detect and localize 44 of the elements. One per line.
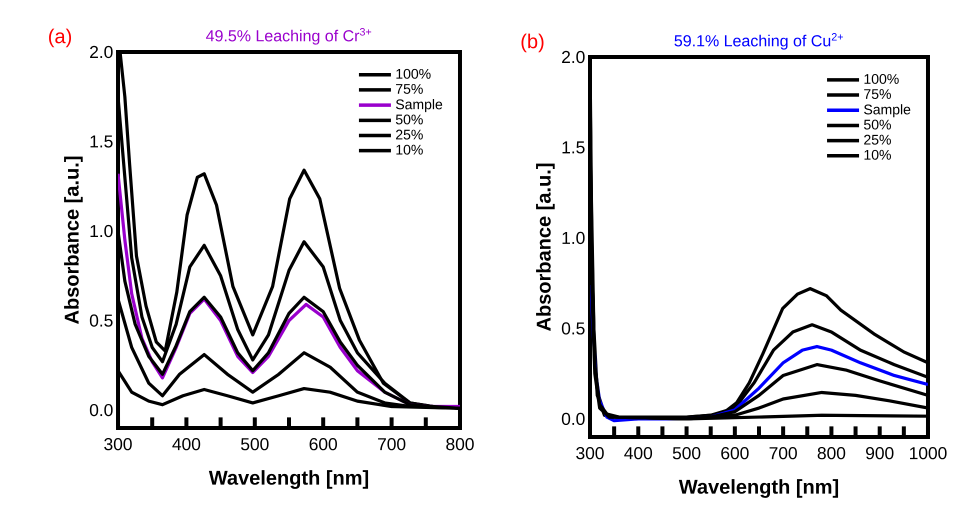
x-tick-label: 900 (866, 447, 894, 460)
y-tick-label: 1.5 (90, 135, 113, 148)
x-tick-label: 800 (446, 438, 474, 450)
legend-label: 25% (864, 134, 891, 145)
x-tick-label: 400 (624, 447, 652, 460)
legend-label: 100% (864, 74, 899, 84)
x-tick-label: 700 (770, 447, 797, 460)
x-tick-label: 600 (310, 438, 337, 450)
x-tick-label: 700 (378, 438, 406, 450)
legend-label: 10% (864, 150, 891, 160)
x-tick-label: 1000 (910, 447, 947, 460)
legend-label: 100% (396, 68, 431, 79)
y-tick-label: 0.5 (90, 314, 113, 327)
text: (a) (49, 28, 72, 48)
y-axis-title: Absorbance [a.u.] (536, 164, 555, 331)
y-tick-label: 0.0 (90, 404, 113, 416)
y-axis-title: Absorbance [a.u.] (64, 156, 83, 324)
chart-title: 49.5% Leaching of Cr$^{3+}$ (206, 28, 372, 45)
y-tick-label: 1.0 (562, 232, 585, 244)
legend-label: 50% (864, 120, 891, 130)
x-tick-label: 500 (672, 447, 700, 460)
x-tick-label: 600 (721, 447, 749, 460)
legend-label: 75% (864, 89, 891, 99)
x-tick-label: 300 (104, 438, 132, 450)
y-tick-label: 1.5 (562, 141, 585, 154)
y-tick-label: 0.0 (562, 412, 585, 426)
y-tick-label: 2.0 (90, 46, 113, 58)
text: (b) (522, 34, 544, 52)
x-axis-title: Wavelength [nm] (208, 470, 368, 489)
x-tick-label: 400 (172, 438, 200, 450)
y-tick-label: 1.0 (90, 224, 113, 238)
x-tick-label: 800 (818, 447, 846, 460)
x-tick-label: 300 (576, 447, 604, 460)
legend-label: Sample (864, 104, 910, 118)
legend-label: 25% (396, 130, 423, 140)
legend-label: 50% (396, 114, 423, 124)
y-tick-label: 0.5 (562, 322, 585, 335)
y-tick-label: 2.0 (562, 50, 585, 64)
legend-label: 10% (396, 144, 423, 155)
x-tick-label: 500 (241, 438, 269, 450)
legend-label: Sample (396, 99, 442, 112)
chart-title: 59.1% Leaching of Cu$^{2+}$ (674, 33, 843, 50)
legend-label: 75% (396, 84, 423, 94)
x-axis-title: Wavelength [nm] (678, 479, 838, 498)
